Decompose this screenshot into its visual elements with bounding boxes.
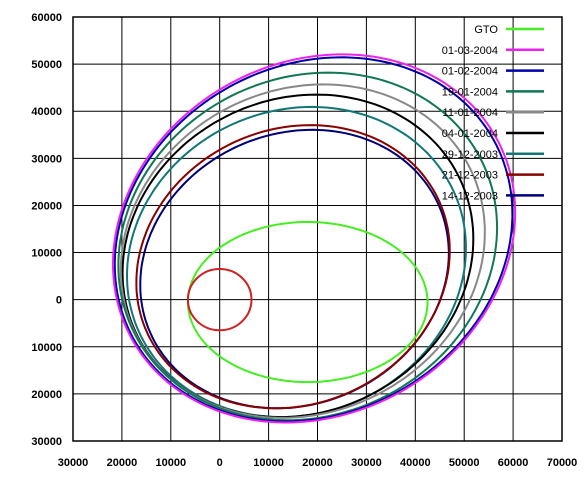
- y-tick-label: 0: [56, 295, 62, 307]
- x-tick-label: 10000: [156, 457, 187, 469]
- legend-label: 11-01-2004: [443, 107, 498, 119]
- x-tick-label: 20000: [107, 457, 138, 469]
- y-tick-label: 10000: [31, 248, 62, 260]
- y-tick-label: 30000: [31, 153, 62, 165]
- x-tick-label: 30000: [58, 457, 89, 469]
- legend-label: 01-02-2004: [442, 66, 498, 78]
- legend-label: 04-01-2004: [442, 128, 498, 140]
- legend-label: 19-01-2004: [442, 86, 498, 98]
- x-tick-label: 40000: [400, 457, 431, 469]
- orbit-line-19-01-2004: [117, 71, 499, 422]
- y-tick-label: 50000: [31, 59, 62, 71]
- y-tick-label: 20000: [31, 389, 62, 401]
- orbit-line-29-12-2003: [125, 105, 467, 418]
- legend-label: 29-12-2003: [442, 149, 498, 161]
- orbit-curves: [112, 53, 517, 424]
- x-tick-label: 50000: [449, 457, 480, 469]
- x-tick-label: 60000: [498, 457, 529, 469]
- legend-label: 01-03-2004: [442, 45, 498, 57]
- legend-label: 14-12-2003: [442, 190, 498, 202]
- x-tick-label: 70000: [547, 457, 578, 469]
- x-tick-label: 0: [217, 457, 223, 469]
- y-tick-label: 40000: [31, 106, 62, 118]
- legend: GTO 01-03-2004 01-02-2004 19-01-2004 11-01-2…: [442, 24, 544, 202]
- legend-label: 21-12-2003: [442, 170, 498, 182]
- x-tick-label: 30000: [351, 457, 382, 469]
- orbit-line-01-03-2004: [112, 53, 517, 424]
- y-axis-ticks: 60000 50000 40000 30000 20000 10000 0 10000 2000…: [31, 12, 62, 448]
- x-axis-ticks: 30000 20000 10000 0 10000 20000 30000 40000 5000…: [58, 457, 578, 469]
- y-tick-label: 10000: [31, 342, 62, 354]
- orbit-line-21-12-2003: [135, 124, 451, 410]
- center-circle: [186, 268, 253, 332]
- y-tick-label: 20000: [31, 200, 62, 212]
- y-tick-label: 60000: [31, 12, 62, 24]
- x-tick-label: 20000: [302, 457, 333, 469]
- orbit-line-01-02-2004: [113, 56, 514, 423]
- y-tick-label: 30000: [31, 436, 62, 448]
- x-tick-label: 10000: [253, 457, 284, 469]
- legend-label: GTO: [474, 24, 498, 36]
